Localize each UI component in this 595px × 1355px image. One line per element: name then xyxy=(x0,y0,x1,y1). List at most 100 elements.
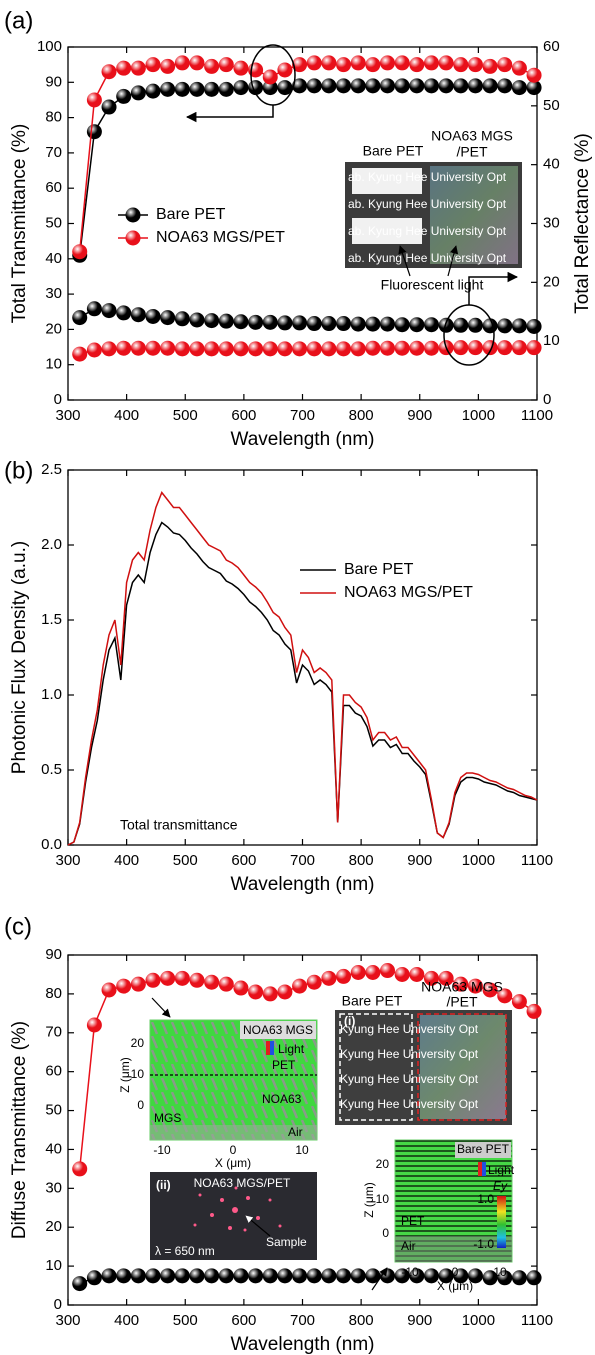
data-point xyxy=(365,78,381,94)
x-tick-label: 400 xyxy=(114,1312,139,1329)
y-axis-label: Photonic Flux Density (a.u.) xyxy=(9,541,30,774)
data-point xyxy=(116,305,132,321)
y2-tick-label: 60 xyxy=(543,38,560,55)
inset-tick-label: -10 xyxy=(401,1265,419,1279)
data-point xyxy=(350,1268,366,1284)
data-point xyxy=(262,986,278,1002)
data-point xyxy=(511,1270,527,1286)
series-line xyxy=(67,491,538,846)
data-point xyxy=(306,55,322,71)
data-point xyxy=(453,340,469,356)
data-point xyxy=(174,55,190,71)
data-point xyxy=(482,982,498,998)
data-point xyxy=(248,314,264,330)
data-point xyxy=(423,970,439,986)
data-point xyxy=(189,972,205,988)
data-point xyxy=(292,315,308,331)
data-point xyxy=(262,1268,278,1284)
data-point xyxy=(306,341,322,357)
data-point xyxy=(145,340,161,356)
data-point xyxy=(497,57,513,73)
data-point xyxy=(204,1268,220,1284)
data-point xyxy=(277,341,293,357)
y2-tick-label: 40 xyxy=(543,156,560,173)
data-point xyxy=(423,317,439,333)
data-point xyxy=(365,340,381,356)
data-point xyxy=(394,1268,410,1284)
photo-inset: Kyung Hee University Opt Kyung Hee Unive… xyxy=(335,979,512,1125)
data-point xyxy=(101,982,117,998)
label-box xyxy=(240,1021,316,1039)
data-point xyxy=(409,317,425,333)
data-point xyxy=(321,78,337,94)
data-point xyxy=(321,341,337,357)
data-point xyxy=(174,341,190,357)
data-point xyxy=(438,1268,454,1284)
panel-label: (b) xyxy=(4,457,33,484)
data-point xyxy=(248,1268,264,1284)
inset-tick-label: 0 xyxy=(230,1143,237,1157)
data-point xyxy=(72,346,88,362)
data-point xyxy=(262,69,278,85)
data-point xyxy=(72,1276,88,1292)
inset-axis-label: Z (μm) xyxy=(118,1057,132,1093)
data-point xyxy=(482,78,498,94)
data-point xyxy=(497,78,513,94)
x-tick-label: 500 xyxy=(173,1312,198,1329)
data-point xyxy=(321,970,337,986)
data-point xyxy=(233,314,249,330)
field-map xyxy=(149,1019,318,1141)
data-point xyxy=(365,316,381,332)
data-point xyxy=(116,88,132,104)
data-point xyxy=(394,317,410,333)
y-tick-label: 1.5 xyxy=(41,611,62,628)
inset-label: Light xyxy=(278,1042,305,1056)
x-tick-label: 600 xyxy=(231,407,256,424)
data-point xyxy=(248,984,264,1000)
photo-region xyxy=(430,166,518,264)
data-point xyxy=(189,55,205,71)
x-tick-label: 1000 xyxy=(462,407,495,424)
y-tick-label: 70 xyxy=(45,1024,62,1041)
data-point xyxy=(204,341,220,357)
data-point xyxy=(160,310,176,326)
data-point xyxy=(453,317,469,333)
data-point xyxy=(409,966,425,982)
inset-label: /PET xyxy=(446,994,478,1010)
data-point xyxy=(145,83,161,99)
y-tick-label: 20 xyxy=(45,1218,62,1235)
inset-tick-label: 0 xyxy=(382,1226,389,1240)
data-point xyxy=(350,316,366,332)
data-point xyxy=(526,80,542,96)
data-point xyxy=(423,55,439,71)
data-point xyxy=(409,1268,425,1284)
data-point xyxy=(86,301,102,317)
data-point xyxy=(453,976,469,992)
data-point xyxy=(262,314,278,330)
axis-pointer xyxy=(185,105,274,123)
inset-axis-label: Z (μm) xyxy=(362,1182,376,1218)
data-point xyxy=(380,316,396,332)
y2-tick-label: 0 xyxy=(543,391,551,408)
x-tick-label: 800 xyxy=(349,407,374,424)
data-point xyxy=(526,340,542,356)
data-point xyxy=(394,966,410,982)
y-tick-label: 30 xyxy=(45,1179,62,1196)
y-tick-label: 30 xyxy=(45,285,62,302)
plot-frame xyxy=(67,469,538,846)
inset-caption: Fluorescent light xyxy=(381,277,484,293)
photo-inset: ab. Kyung Hee University Opt ab. Kyung H… xyxy=(345,128,522,293)
light-icon xyxy=(478,1162,482,1176)
label-box xyxy=(455,1142,511,1158)
data-point xyxy=(453,1268,469,1284)
data-point xyxy=(380,55,396,71)
y-tick-label: 40 xyxy=(45,250,62,267)
data-point xyxy=(292,1268,308,1284)
legend-label: Bare PET xyxy=(344,561,414,578)
data-point xyxy=(174,1268,190,1284)
data-point xyxy=(467,317,483,333)
data-point xyxy=(277,80,293,96)
pointer-arrow xyxy=(371,1267,388,1291)
x-tick-label: 1100 xyxy=(521,852,553,869)
data-point xyxy=(130,307,146,323)
